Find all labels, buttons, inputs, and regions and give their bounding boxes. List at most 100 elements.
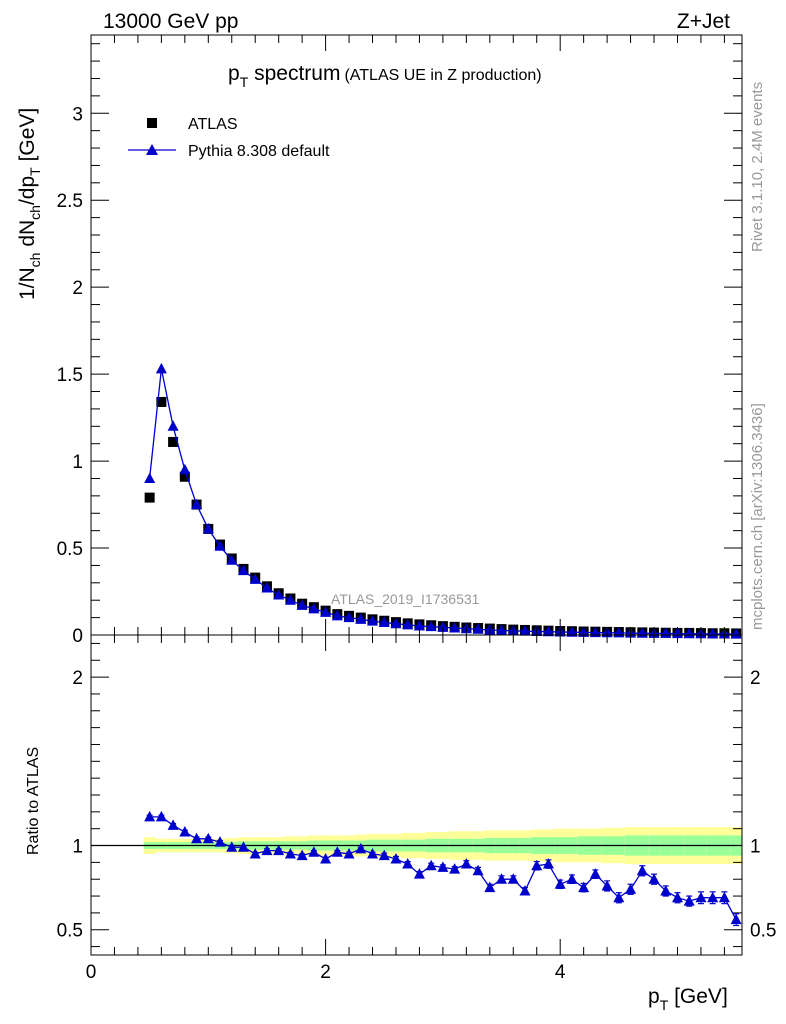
main-y-tick-label: 0 [72, 626, 83, 647]
pythia-data-point [308, 602, 320, 614]
main-panel: pT spectrum (ATLAS UE in Z production) AT… [16, 34, 743, 647]
ratio-pythia-point [144, 810, 156, 822]
pythia-data-point [472, 623, 484, 634]
ratio-pythia-point [237, 841, 249, 852]
pythia-data-point [402, 618, 414, 630]
pythia-data-point [261, 582, 273, 593]
pythia-data-point [390, 617, 402, 629]
ratio-pythia-point [718, 891, 730, 903]
ratio-pythia-point [601, 879, 613, 891]
ratio-pythia-point [167, 819, 179, 830]
ratio-frame [90, 634, 743, 956]
pythia-data-point [296, 599, 308, 610]
ratio-pythia-point [402, 858, 414, 869]
atlas-data-point [144, 492, 155, 503]
ratio-pythia-point [273, 844, 285, 856]
ratio-pythia-point [613, 891, 625, 903]
legend-atlas-label: ATLAS [188, 116, 238, 133]
pythia-data-point [707, 627, 719, 639]
ratio-pythia-point [484, 881, 496, 893]
ratio-pythia-point [249, 847, 261, 859]
ratio-pythia-point [202, 832, 214, 844]
ratio-pythia-point [707, 891, 719, 903]
atlas-data-point [156, 396, 167, 407]
ratio-pythia-point [378, 849, 390, 861]
ratio-pythia-point [296, 849, 308, 861]
pythia-data-point [425, 620, 437, 632]
ratio-y-tick-label-right: 1 [750, 837, 761, 858]
x-tick-label: 2 [320, 962, 331, 983]
ratio-pythia-point [472, 864, 484, 876]
pythia-data-point [226, 554, 238, 565]
ratio-y-tick-label-left: 2 [72, 668, 83, 689]
ratio-pythia-point [179, 826, 191, 837]
pythia-data-point [320, 606, 332, 617]
pythia-data-point [519, 625, 531, 636]
ratio-y-tick-label-left: 1 [72, 837, 83, 858]
analysis-id-label: ATLAS_2019_I1736531 [331, 591, 480, 607]
ratio-pythia-point [261, 844, 273, 856]
pythia-data-point [367, 615, 379, 626]
pythia-data-point [202, 522, 214, 534]
ratio-pythia-point [671, 891, 683, 903]
ratio-pythia-point [660, 885, 672, 896]
ratio-pythia-point [214, 836, 226, 847]
pythia-data-point [237, 564, 249, 576]
ratio-pythia-point [578, 881, 590, 893]
pythia-data-point [214, 540, 226, 551]
pythia-data-point [273, 589, 285, 600]
mcplots-label: mcplots.cern.ch [arXiv:1306.3436] [749, 403, 766, 630]
pythia-data-point [566, 626, 578, 637]
pythia-data-point [144, 472, 156, 483]
legend: ATLAS Pythia 8.308 default [128, 116, 330, 160]
ratio-y-axis-label: Ratio to ATLAS [25, 747, 42, 855]
ratio-pythia-point [367, 847, 379, 859]
ratio-pythia-point [683, 895, 695, 906]
main-y-tick-label: 3 [72, 104, 83, 125]
pythia-data-point [331, 609, 343, 621]
ratio-pythia-point [331, 846, 343, 857]
main-y-tick-label: 2 [72, 278, 83, 299]
pythia-data-point [542, 625, 554, 637]
atlas-data-point [179, 471, 190, 482]
legend-atlas-marker [147, 118, 157, 128]
pythia-data-point [378, 616, 390, 627]
ratio-pythia-point [542, 858, 554, 869]
pythia-data-point [730, 628, 742, 639]
pythia-data-point [449, 622, 461, 633]
ratio-pythia-point [390, 853, 402, 864]
pythia-data-point [413, 619, 425, 631]
legend-pythia-marker [146, 144, 158, 155]
main-title: pT spectrum (ATLAS UE in Z production) [228, 62, 542, 90]
main-y-tick-label: 2.5 [57, 191, 83, 212]
pythia-data-point [343, 611, 355, 623]
ratio-pythia-point [554, 878, 566, 889]
ratio-pythia-point [425, 859, 437, 871]
ratio-pythia-point [343, 847, 355, 859]
energy-label: 13000 GeV pp [103, 10, 238, 33]
ratio-pythia-point [648, 873, 660, 884]
pythia-data-point [355, 613, 367, 624]
ratio-panel: Ratio to ATLAS pT [GeV] 0 2 4 0.5 0.5 1 1 2 2 [25, 634, 776, 1013]
ratio-pythia-point [496, 873, 508, 884]
ratio-pythia-point [531, 859, 543, 871]
ratio-pythia-point [449, 863, 461, 874]
ratio-pythia-point [695, 891, 707, 903]
atlas-data-point [168, 436, 179, 447]
x-axis-label: pT [GeV] [648, 985, 728, 1013]
pythia-data-point [155, 362, 167, 374]
main-y-tick-label: 0.5 [57, 539, 83, 560]
x-tick-label: 0 [86, 962, 97, 983]
ratio-pythia-point [191, 832, 203, 844]
ratio-pythia-point [625, 883, 637, 894]
ratio-pythia-point [519, 885, 531, 896]
ratio-pythia-point [636, 864, 648, 876]
ratio-pythia-point [460, 858, 472, 869]
legend-pythia-label: Pythia 8.308 default [188, 143, 330, 160]
main-y-tick-label: 1.5 [57, 365, 83, 386]
x-tick-label: 4 [555, 962, 566, 983]
ratio-pythia-point [437, 861, 449, 872]
pythia-data-point [191, 498, 203, 510]
pythia-data-point [249, 573, 261, 584]
